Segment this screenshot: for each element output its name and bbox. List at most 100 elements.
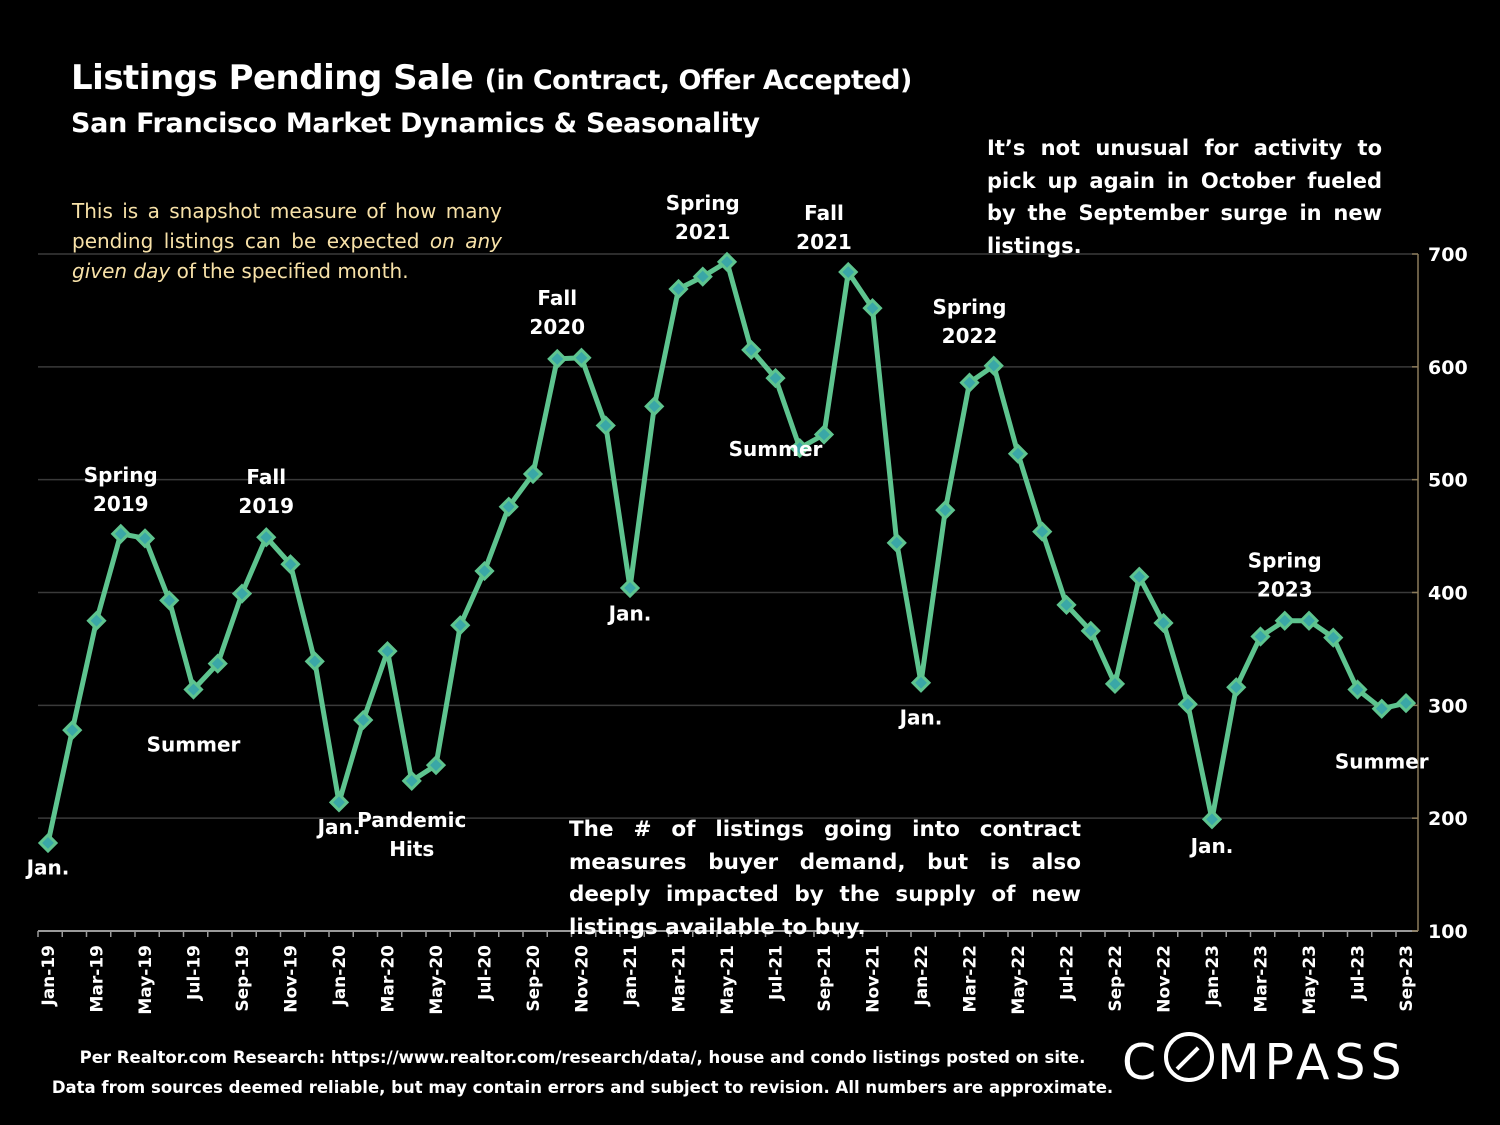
annotation-line: 2020 xyxy=(529,315,585,339)
data-point xyxy=(983,355,1004,376)
annotation-label: Spring 2019 xyxy=(84,463,158,516)
data-point xyxy=(304,651,325,672)
data-point xyxy=(134,528,156,549)
annotation-line: Summer xyxy=(729,437,823,461)
x-tick-label: Sep-23 xyxy=(1397,945,1417,1012)
annotation-label: Summer xyxy=(1335,750,1429,774)
x-tick-label: Jul-21 xyxy=(767,945,787,1001)
data-point xyxy=(450,615,471,636)
annotation-line: Jan. xyxy=(25,856,70,880)
annotation-line: 2019 xyxy=(93,492,149,516)
compass-logo: C MPASS xyxy=(1122,1032,1407,1091)
annotation-label: Spring 2021 xyxy=(666,191,740,244)
annotation-line: Spring xyxy=(84,463,158,487)
annotation-label: Fall 2021 xyxy=(796,201,852,254)
data-point xyxy=(522,463,544,485)
annotation-line: 2021 xyxy=(675,220,731,244)
annotation-line: Jan. xyxy=(316,815,361,839)
snapshot-note: This is a snapshot measure of how many p… xyxy=(72,199,503,283)
annotation-label: Spring 2023 xyxy=(1248,549,1322,602)
data-point xyxy=(789,437,810,459)
y-tick-label: 100 xyxy=(1428,921,1468,943)
data-point xyxy=(1007,443,1029,464)
annotation-label: Fall 2019 xyxy=(238,465,294,518)
data-point xyxy=(862,298,883,319)
data-point xyxy=(595,415,616,436)
x-tick-label: Mar-20 xyxy=(379,945,399,1013)
data-point xyxy=(328,792,350,813)
annotation-label: Summer xyxy=(729,437,823,461)
data-point xyxy=(886,532,907,553)
data-point xyxy=(1347,679,1368,700)
y-tick-label: 400 xyxy=(1428,583,1468,605)
footer-source: Per Realtor.com Research: https://www.re… xyxy=(79,1048,1086,1067)
annotation-label: Spring 2022 xyxy=(933,295,1007,348)
data-point xyxy=(838,261,859,283)
x-tick-label: Nov-19 xyxy=(282,945,302,1013)
annotation-line: 2022 xyxy=(942,324,998,348)
chart-subtitle: San Francisco Market Dynamics & Seasonal… xyxy=(71,108,760,139)
annotation-label: Pandemic Hits xyxy=(357,808,466,861)
x-tick-label: Nov-21 xyxy=(864,945,884,1013)
x-tick-label: Jul-22 xyxy=(1058,945,1078,1001)
data-point xyxy=(1201,809,1223,830)
x-tick-label: Jan-22 xyxy=(912,945,932,1007)
annotation-line: Spring xyxy=(933,295,1007,319)
x-tick-label: Jul-23 xyxy=(1349,945,1369,1001)
data-point xyxy=(159,590,180,611)
data-point xyxy=(377,641,398,662)
annotation-line: Fall xyxy=(246,465,286,489)
data-point xyxy=(498,496,519,517)
x-tick-label: Jan-20 xyxy=(330,945,350,1007)
annotation-line: Summer xyxy=(1335,750,1429,774)
data-point xyxy=(1032,521,1053,542)
annotation-label: Summer xyxy=(147,733,241,757)
annotation-label: Jan. xyxy=(1189,834,1234,858)
x-tick-label: May-20 xyxy=(427,945,447,1015)
x-tick-label: Jan-23 xyxy=(1203,945,1223,1007)
data-point xyxy=(910,672,932,693)
annotation-line: Fall xyxy=(804,201,844,225)
data-point xyxy=(765,367,786,389)
annotation-line: Hits xyxy=(389,837,434,861)
data-point xyxy=(741,339,762,361)
data-point xyxy=(1080,620,1101,641)
annotation-line: Jan. xyxy=(607,602,652,626)
data-point xyxy=(1226,677,1247,698)
data-point xyxy=(668,278,689,300)
x-tick-label: Sep-20 xyxy=(524,945,544,1012)
data-point xyxy=(256,527,277,548)
y-tick-label: 500 xyxy=(1428,470,1468,492)
x-tick-label: Jan-21 xyxy=(621,945,641,1007)
y-tick-label: 300 xyxy=(1428,695,1468,717)
annotation-line: Spring xyxy=(666,191,740,215)
x-tick-label: May-22 xyxy=(1009,945,1029,1015)
annotation-line: 2021 xyxy=(796,230,852,254)
y-tick-label: 600 xyxy=(1428,357,1468,379)
demand-supply-note: The # of listings going into contract me… xyxy=(569,817,1081,940)
x-tick-label: Mar-21 xyxy=(670,945,690,1013)
october-note: It’s not unusual for activity to pick up… xyxy=(987,136,1382,258)
data-point xyxy=(571,347,592,368)
compass-logo-o-icon xyxy=(1164,1032,1215,1082)
data-point xyxy=(474,560,495,582)
data-point xyxy=(619,577,641,599)
annotation-line: 2023 xyxy=(1257,578,1313,602)
data-point xyxy=(1323,627,1344,648)
series-line xyxy=(45,259,1407,844)
y-tick-label: 200 xyxy=(1428,808,1468,830)
annotation-label: Jan. xyxy=(898,706,943,730)
data-point xyxy=(280,554,301,575)
data-point xyxy=(547,348,568,370)
snapshot-note-emphasis: on any given day xyxy=(72,229,503,283)
data-point xyxy=(644,396,665,417)
data-point xyxy=(425,755,447,776)
data-point xyxy=(959,372,980,393)
data-point xyxy=(37,832,59,854)
data-point xyxy=(1177,694,1198,715)
x-tick-label: May-19 xyxy=(136,945,156,1015)
x-tick-label: Nov-22 xyxy=(1155,945,1175,1013)
x-tick-label: Sep-22 xyxy=(1106,945,1126,1012)
data-point xyxy=(1250,626,1271,647)
